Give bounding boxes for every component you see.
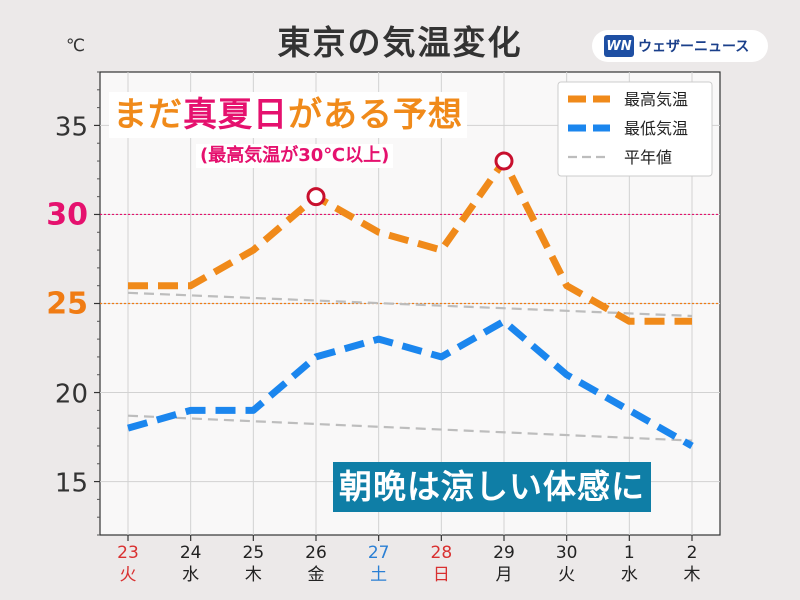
y-tick-label: 15 [55, 469, 88, 499]
y-tick-label: 35 [55, 112, 88, 142]
x-tick-label: 1 [624, 543, 635, 563]
legend [557, 81, 713, 177]
x-tick-label: 28 [431, 543, 453, 563]
headline: まだ真夏日がある予想 [109, 92, 467, 138]
y-tick-label: 20 [55, 380, 88, 410]
x-tick-label: 2 [687, 543, 698, 563]
x-weekday-label: 土 [370, 565, 387, 585]
brand-badge: WN ウェザーニュース [592, 30, 768, 62]
y-axis-unit: ℃ [66, 36, 86, 56]
subhead: (最高気温が30℃以上) [196, 144, 394, 168]
x-tick-label: 25 [243, 543, 265, 563]
hot-day-marker [494, 151, 514, 171]
series-line-min [127, 317, 694, 450]
headline-post: がある予想 [288, 95, 463, 135]
x-weekday-label: 金 [308, 565, 325, 585]
normal-max-line [127, 291, 693, 318]
hot-day-marker [306, 187, 326, 207]
y-tick-label: 30 [46, 197, 88, 232]
headline-pre: まだ [113, 95, 183, 135]
x-weekday-label: 木 [245, 565, 262, 585]
x-tick-label: 30 [556, 543, 578, 563]
weathernews-logo-icon: WN [604, 35, 634, 57]
x-weekday-label: 木 [684, 565, 701, 585]
x-tick-label: 26 [305, 543, 327, 563]
legend-label: 最低気温 [624, 119, 688, 138]
x-weekday-label: 火 [120, 565, 137, 585]
x-tick-label: 27 [368, 543, 390, 563]
y-tick-label: 25 [46, 287, 88, 322]
series-line-max [128, 157, 692, 325]
legend-label: 最高気温 [624, 90, 688, 109]
x-tick-label: 29 [493, 543, 515, 563]
x-weekday-label: 水 [182, 565, 199, 585]
bottom-note: 朝晩は涼しい体感に [333, 462, 651, 512]
x-weekday-label: 日 [433, 565, 450, 585]
x-tick-label: 24 [180, 543, 202, 563]
headline-highlight: 真夏日 [183, 95, 288, 135]
brand-name: ウェザーニュース [638, 39, 750, 55]
normal-min-line [127, 414, 693, 442]
legend-label: 平年値 [624, 148, 672, 167]
x-weekday-label: 火 [558, 565, 575, 585]
x-tick-label: 23 [117, 543, 139, 563]
chart-title: 東京の気温変化 [277, 23, 523, 62]
x-weekday-label: 水 [621, 565, 638, 585]
x-weekday-label: 月 [496, 565, 513, 585]
